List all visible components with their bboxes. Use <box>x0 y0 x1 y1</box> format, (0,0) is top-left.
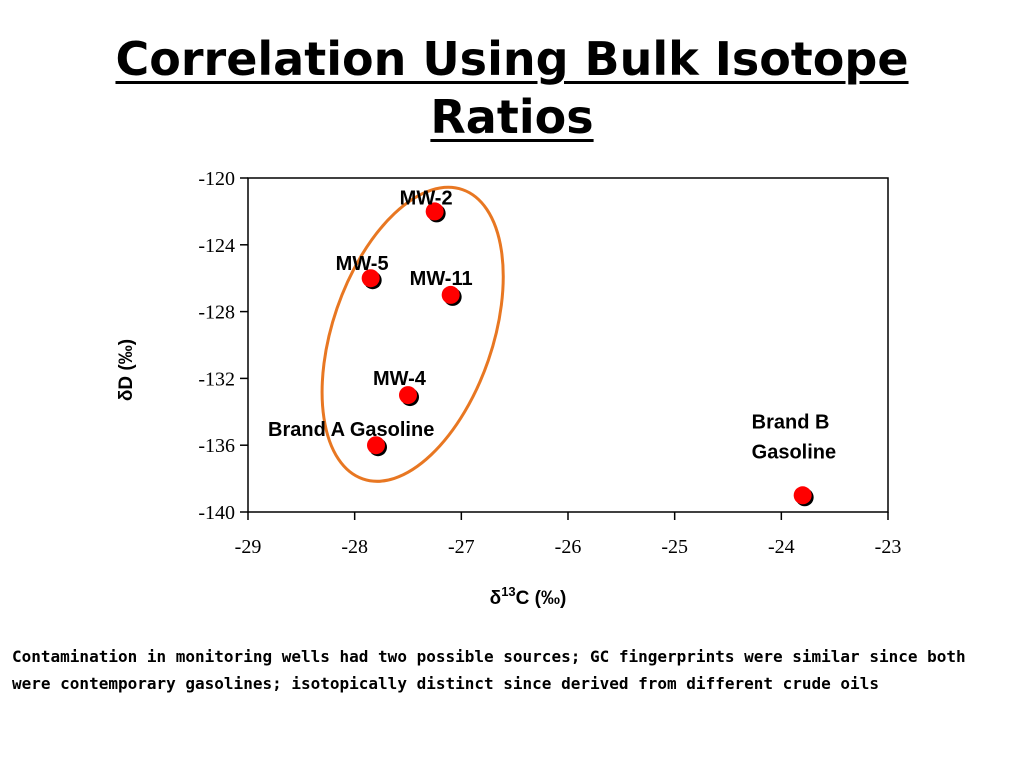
data-point-label: MW-5 <box>336 253 389 275</box>
data-point-label: MW-4 <box>373 368 427 390</box>
y-tick-label: -140 <box>198 502 235 524</box>
x-tick-label: -23 <box>875 536 902 558</box>
x-axis-label: δ13C (‰) <box>490 584 567 609</box>
data-point <box>399 386 417 405</box>
x-tick-label: -28 <box>341 536 368 558</box>
x-tick-label: -26 <box>555 536 582 558</box>
x-tick-label: -27 <box>448 536 475 558</box>
data-point <box>793 486 812 505</box>
scatter-chart: -29 -28 -27 -26 -25 -24 -23 -120 -124 -128 -132 -13… <box>116 168 902 609</box>
slide-title: Correlation Using Bulk Isotope Ratios <box>0 30 1024 146</box>
data-point <box>441 285 460 304</box>
y-axis-label: δD (‰) <box>116 339 137 401</box>
x-tick-label: -24 <box>768 536 795 558</box>
data-point-label: MW-2 <box>400 187 453 209</box>
data-point <box>425 202 444 221</box>
data-point <box>367 436 385 455</box>
y-tick-label: -128 <box>198 302 235 324</box>
x-tick-label: -29 <box>235 536 262 558</box>
y-tick-label: -120 <box>198 168 235 190</box>
slide-title-line-2: Ratios <box>430 90 594 144</box>
slide-caption: Contamination in monitoring wells had tw… <box>12 647 966 693</box>
slide-title-line-1: Correlation Using Bulk Isotope <box>115 32 909 86</box>
data-point-label: Brand A Gasoline <box>268 419 434 441</box>
data-point-label: MW-11 <box>410 268 473 290</box>
data-point-label: Brand B Gasoline <box>752 411 836 463</box>
data-point <box>361 269 380 288</box>
y-tick-label: -136 <box>198 435 235 457</box>
y-tick-label: -132 <box>198 368 235 390</box>
cluster-ellipse <box>320 185 505 483</box>
y-tick-label: -124 <box>198 235 235 257</box>
x-tick-label: -25 <box>661 536 688 558</box>
